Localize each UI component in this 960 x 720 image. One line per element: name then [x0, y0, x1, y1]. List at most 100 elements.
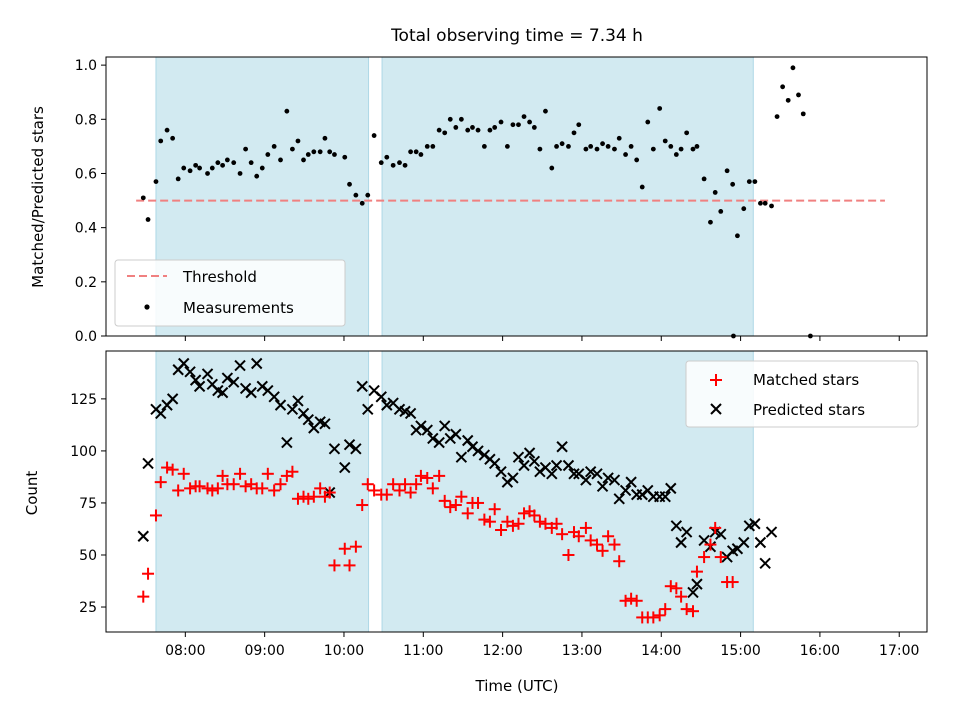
matched-point	[625, 592, 638, 605]
predicted-point	[375, 391, 387, 403]
matched-point	[274, 478, 287, 491]
measurement-point	[342, 154, 348, 160]
predicted-point	[166, 393, 179, 405]
measurement-point	[690, 146, 696, 152]
matched-point	[709, 521, 722, 534]
matched-point	[670, 582, 683, 595]
legend-measurements-swatch	[144, 304, 150, 310]
predicted-point	[568, 468, 580, 480]
legend-top: Threshold Measurements	[114, 259, 346, 327]
predicted-point	[759, 557, 771, 570]
predicted-point	[562, 459, 575, 472]
measurement-point	[197, 165, 203, 171]
matched-point	[461, 507, 474, 520]
matched-point	[368, 484, 381, 497]
predicted-point	[546, 468, 558, 480]
measurement-point	[639, 184, 645, 190]
matched-point	[680, 603, 693, 616]
matched-point	[206, 484, 219, 497]
matched-point	[664, 580, 677, 593]
measurement-point	[785, 97, 791, 103]
y-tick-label: 0.2	[75, 275, 97, 291]
predicted-point	[680, 526, 693, 538]
predicted-point	[381, 399, 393, 411]
matched-point	[488, 503, 501, 516]
predicted-point	[142, 457, 154, 470]
measurement-point	[708, 219, 713, 225]
matched-point	[562, 548, 575, 561]
y-tick-label: 125	[70, 392, 97, 408]
measurement-point	[447, 116, 453, 122]
matched-point	[172, 484, 185, 497]
measurement-point	[612, 146, 617, 152]
measurement-point	[623, 152, 628, 157]
matched-point	[291, 492, 304, 505]
measurement-point	[365, 192, 371, 198]
observing-window	[381, 56, 754, 337]
predicted-point	[556, 441, 568, 453]
measurement-point	[470, 125, 475, 130]
measurement-point	[701, 176, 707, 182]
measurement-point	[347, 181, 352, 187]
matched-point	[227, 478, 240, 491]
predicted-point	[670, 520, 683, 532]
predicted-point	[665, 482, 677, 495]
matched-point	[361, 478, 374, 491]
measurement-point	[650, 146, 656, 152]
matched-point	[356, 499, 369, 512]
measurement-point	[284, 108, 290, 114]
matched-point	[556, 528, 569, 541]
matched-point	[647, 611, 660, 624]
matched-point	[596, 544, 609, 557]
matched-point	[550, 517, 563, 530]
matched-point	[184, 482, 197, 495]
predicted-point	[404, 407, 417, 420]
matched-point	[404, 486, 417, 499]
measurement-point	[668, 143, 674, 149]
measurement-point	[475, 127, 481, 133]
axes-frame	[105, 56, 928, 337]
x-tick-label: 10:00	[324, 643, 364, 659]
predicted-point	[339, 461, 351, 474]
predicted-point	[495, 466, 507, 478]
measurement-point	[402, 162, 408, 168]
predicted-point	[228, 376, 240, 388]
measurement-point	[790, 65, 796, 71]
measurement-point	[549, 165, 555, 171]
y-tick-label: 1.0	[75, 58, 97, 74]
measurement-point	[332, 152, 337, 157]
matched-point	[414, 469, 427, 482]
measurement-point	[436, 127, 442, 133]
measurement-point	[140, 195, 146, 201]
y-tick-label: 0.8	[75, 112, 97, 128]
measurement-point	[684, 130, 690, 136]
measurement-point	[301, 157, 306, 163]
measurement-point	[205, 171, 210, 176]
measurement-point	[430, 143, 436, 149]
predicted-point	[550, 459, 563, 472]
matched-point	[161, 461, 174, 474]
matched-point	[495, 524, 508, 537]
matched-point	[193, 480, 206, 493]
predicted-point	[328, 443, 341, 455]
legend-threshold-label: Threshold	[182, 268, 257, 286]
matched-point	[619, 594, 632, 607]
measurement-point	[481, 143, 487, 149]
predicted-point	[580, 474, 592, 486]
matched-point	[455, 490, 468, 503]
predicted-point	[450, 428, 462, 440]
predicted-point	[178, 357, 190, 370]
measurement-point	[390, 162, 396, 168]
matched-point	[698, 551, 711, 564]
predicted-point	[292, 395, 304, 407]
matched-point	[343, 559, 356, 572]
matched-point	[149, 509, 162, 522]
measurement-point	[521, 114, 527, 119]
measurement-point	[413, 149, 419, 155]
predicted-point	[584, 466, 597, 478]
predicted-point	[234, 359, 246, 372]
predicted-point	[433, 436, 445, 449]
measurement-point	[559, 141, 565, 147]
legend-matched-swatch	[710, 374, 722, 386]
matched-point	[177, 467, 190, 480]
